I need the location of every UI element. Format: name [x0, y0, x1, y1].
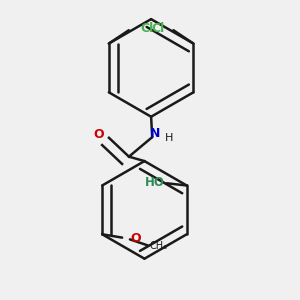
Text: HO: HO — [145, 176, 164, 189]
Text: N: N — [150, 127, 160, 140]
Text: O: O — [94, 128, 104, 141]
Text: Cl: Cl — [151, 22, 164, 34]
Text: CH₃: CH₃ — [150, 242, 168, 251]
Text: Cl: Cl — [140, 22, 153, 34]
Text: H: H — [165, 133, 173, 143]
Text: O: O — [130, 232, 141, 245]
